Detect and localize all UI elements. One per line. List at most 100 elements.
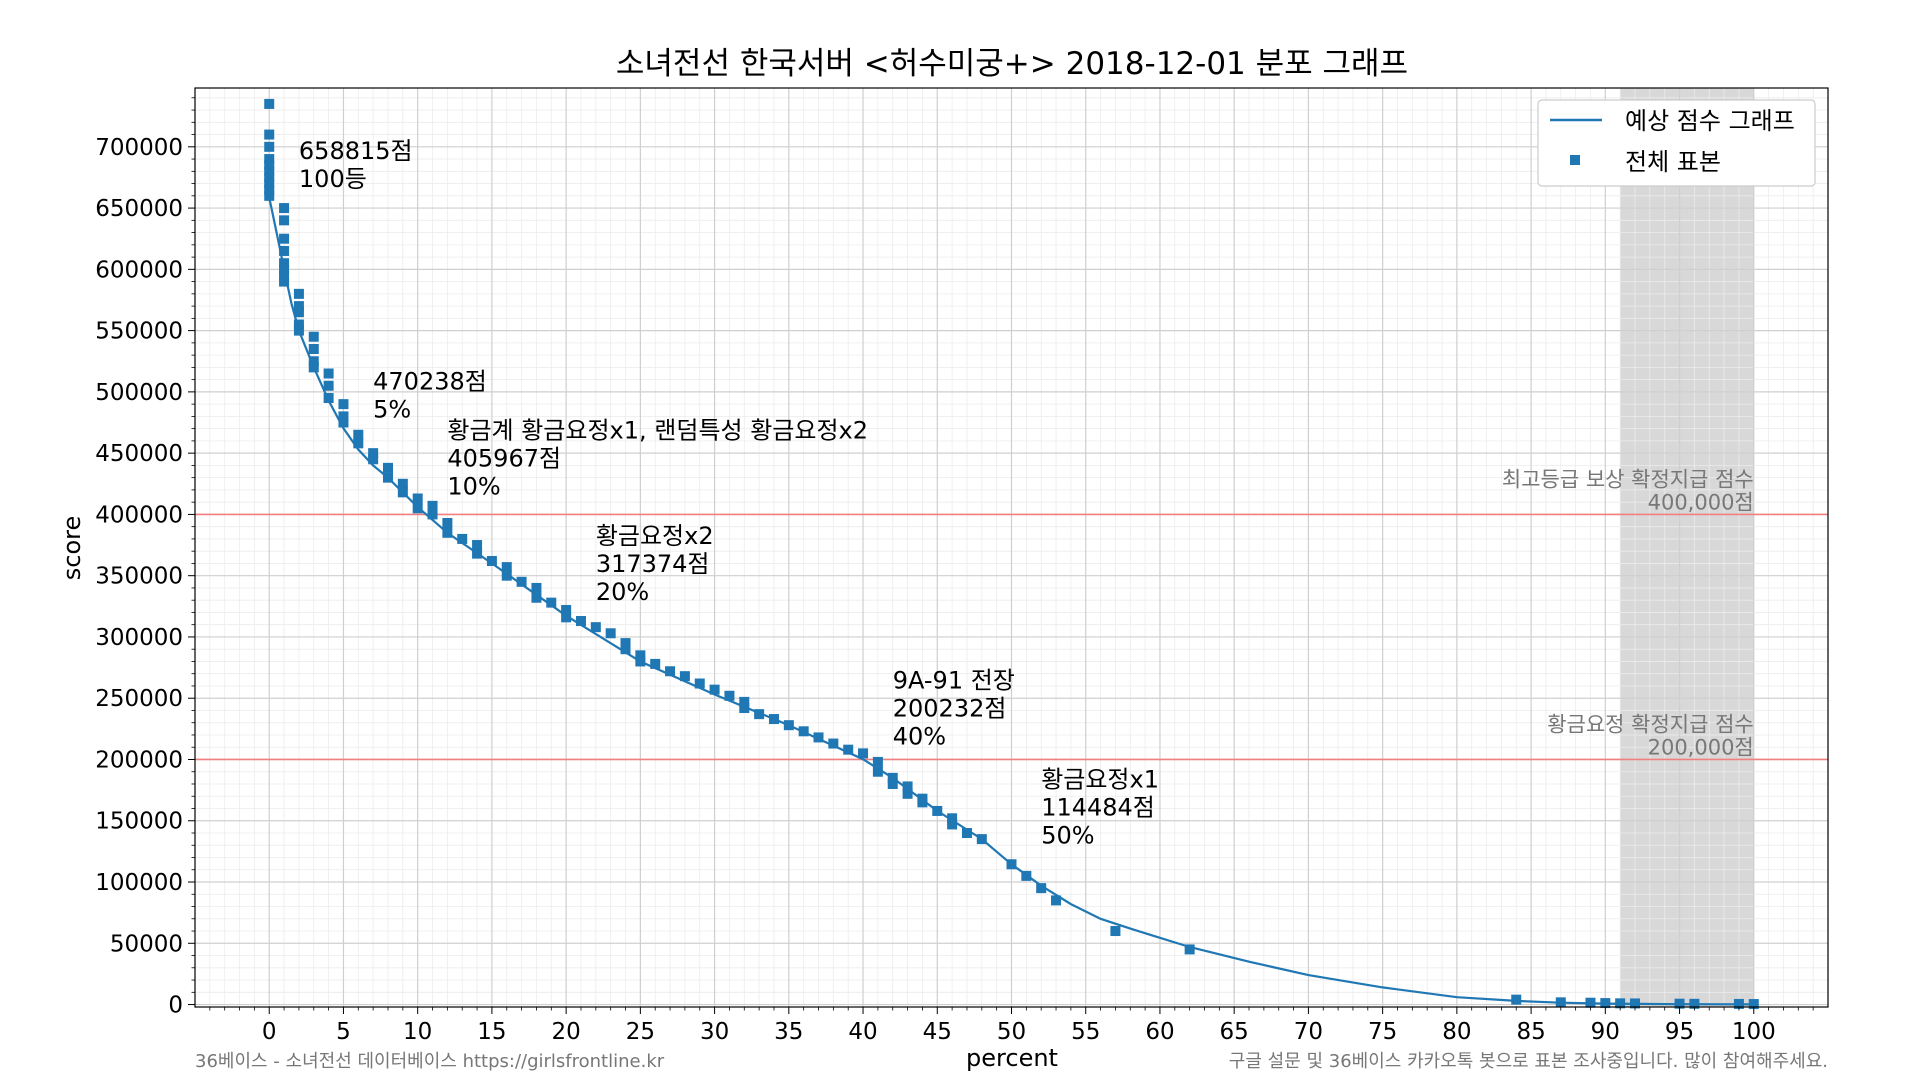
sample-point: [293, 325, 304, 336]
annotation-text: 황금요정x1: [1041, 766, 1159, 794]
sample-point: [709, 684, 720, 695]
sample-point: [323, 368, 334, 379]
x-tick-label: 45: [923, 1019, 952, 1045]
sample-point: [264, 172, 275, 183]
y-tick-label: 650000: [95, 196, 183, 222]
legend-square-swatch: [1570, 155, 1580, 165]
sample-point: [412, 493, 423, 504]
sample-point: [1051, 895, 1062, 906]
sample-point: [264, 141, 275, 152]
y-tick-label: 450000: [95, 441, 183, 467]
y-tick-label: 350000: [95, 564, 183, 590]
sample-point: [1748, 999, 1759, 1010]
sample-point: [650, 658, 661, 669]
x-tick-label: 20: [551, 1019, 580, 1045]
sample-point: [531, 582, 542, 593]
y-tick-label: 100000: [95, 870, 183, 896]
sample-point: [279, 245, 290, 256]
sample-point: [961, 828, 972, 839]
reference-line-value: 200,000점: [1648, 735, 1754, 759]
footer-left: 36베이스 - 소녀전선 데이터베이스 https://girlsfrontli…: [195, 1051, 665, 1072]
sample-point: [427, 509, 438, 520]
y-tick-label: 700000: [95, 135, 183, 161]
annotation-text: 40%: [893, 722, 946, 750]
x-tick-label: 40: [848, 1019, 877, 1045]
annotation-text: 황금요정x2: [596, 522, 714, 550]
sample-point: [308, 331, 319, 342]
sample-point: [1555, 997, 1566, 1008]
sample-point: [1615, 998, 1626, 1009]
reference-line-label: 최고등급 보상 확정지급 점수: [1502, 467, 1754, 491]
sample-point: [279, 276, 290, 287]
sample-point: [902, 781, 913, 792]
sample-point: [605, 628, 616, 639]
sample-point: [279, 203, 290, 214]
sample-point: [353, 429, 364, 440]
y-tick-label: 50000: [110, 931, 183, 957]
annotation-text: 5%: [373, 395, 411, 423]
x-tick-label: 65: [1220, 1019, 1249, 1045]
sample-point: [486, 555, 497, 566]
y-tick-label: 500000: [95, 380, 183, 406]
sample-point: [264, 184, 275, 195]
sample-point: [264, 178, 275, 189]
annotation-text: 405967점: [447, 444, 561, 472]
sample-point: [427, 500, 438, 511]
y-axis-ticks: 0 50000 100000 150000 200000 250000 300000 3500…: [95, 97, 195, 1019]
y-tick-label: 300000: [95, 625, 183, 651]
sample-point: [590, 622, 601, 633]
sample-point: [917, 797, 928, 808]
sample-point: [264, 154, 275, 165]
y-tick-label: 250000: [95, 686, 183, 712]
sample-point: [293, 301, 304, 312]
annotation-text: 100등: [299, 165, 367, 193]
sample-point: [620, 638, 631, 649]
sample-point: [947, 819, 958, 830]
sample-point: [338, 411, 349, 422]
x-tick-label: 55: [1071, 1019, 1100, 1045]
sample-point: [872, 756, 883, 767]
x-tick-label: 100: [1732, 1019, 1776, 1045]
sample-point: [531, 592, 542, 603]
annotation-text: 114484점: [1041, 794, 1155, 822]
sample-point: [665, 666, 676, 677]
sample-point: [308, 356, 319, 367]
sample-point: [516, 576, 527, 587]
sample-point: [308, 362, 319, 373]
sample-point: [902, 788, 913, 799]
legend-label-expected: 예상 점수 그래프: [1625, 107, 1795, 135]
sample-points: [264, 98, 1759, 1010]
x-tick-label: 50: [997, 1019, 1026, 1045]
sample-point: [412, 503, 423, 514]
annotation-text: 317374점: [596, 550, 710, 578]
x-tick-label: 60: [1145, 1019, 1174, 1045]
sample-point: [887, 772, 898, 783]
sample-point: [872, 766, 883, 777]
x-tick-label: 90: [1591, 1019, 1620, 1045]
sample-point: [338, 417, 349, 428]
annotation-text: 50%: [1041, 822, 1094, 850]
sample-point: [1674, 998, 1685, 1009]
sample-point: [635, 650, 646, 661]
sample-point: [308, 343, 319, 354]
sample-point: [754, 709, 765, 720]
y-tick-label: 600000: [95, 257, 183, 283]
sample-point: [546, 597, 557, 608]
sample-point: [932, 805, 943, 816]
x-tick-label: 25: [626, 1019, 655, 1045]
x-tick-label: 15: [477, 1019, 506, 1045]
sample-point: [947, 813, 958, 824]
x-tick-label: 80: [1442, 1019, 1471, 1045]
sample-point: [457, 533, 468, 544]
x-tick-label: 30: [700, 1019, 729, 1045]
sample-point: [279, 264, 290, 275]
sample-point: [1600, 998, 1611, 1009]
x-axis-label: percent: [966, 1044, 1058, 1072]
sample-point: [472, 548, 483, 559]
sample-point: [264, 129, 275, 140]
x-tick-label: 70: [1294, 1019, 1323, 1045]
footer-right: 구글 설문 및 36베이스 카카오톡 봇으로 표본 조사중입니다. 많이 참여해…: [1229, 1051, 1828, 1072]
annotation-text: 9A-91 전장: [893, 666, 1015, 694]
